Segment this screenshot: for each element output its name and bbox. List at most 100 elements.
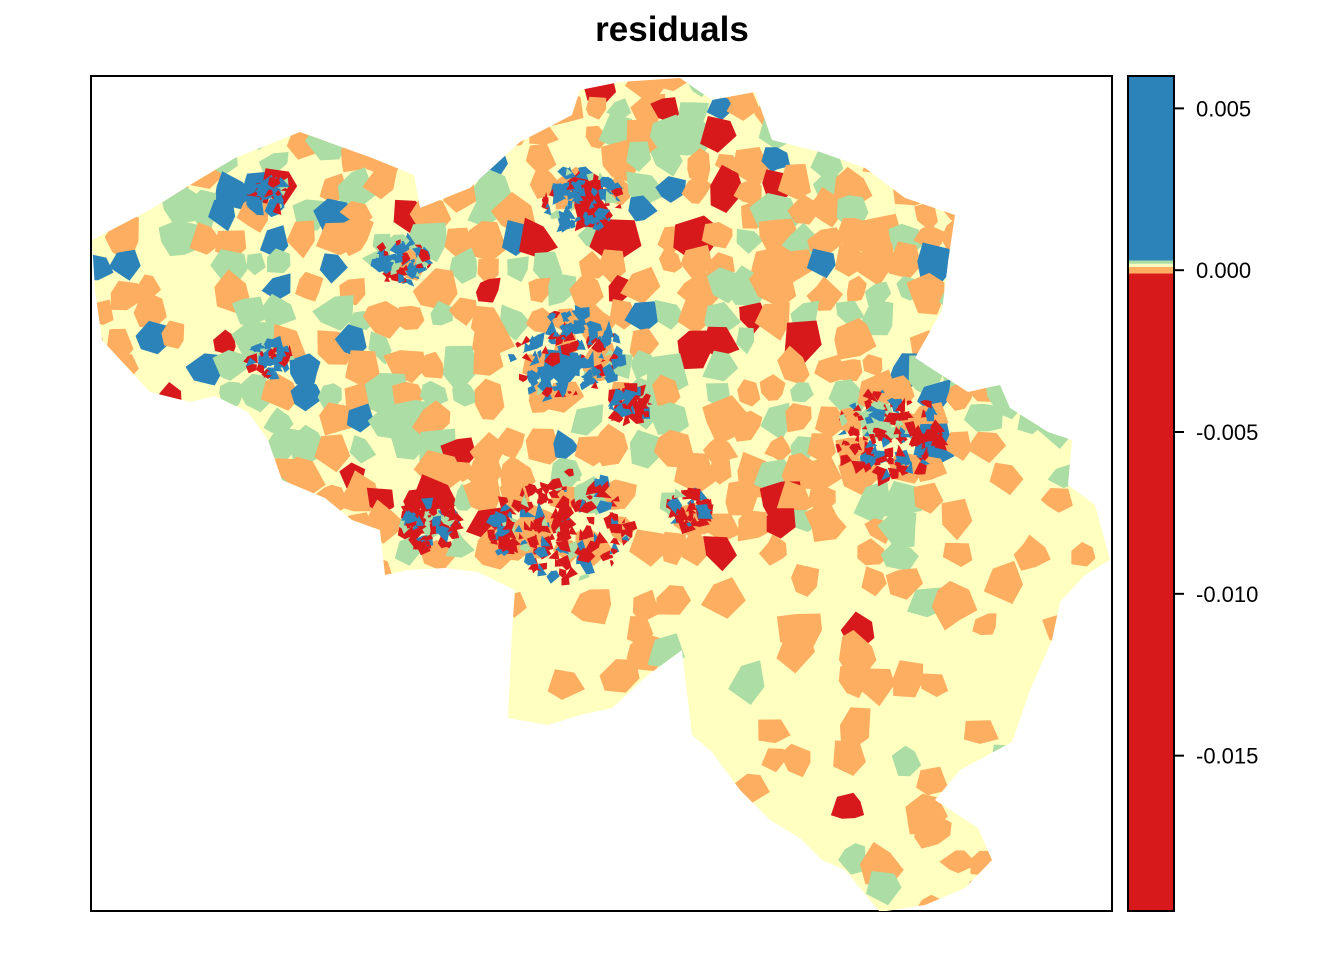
hotspot-fragment (852, 412, 860, 418)
region-positive (232, 296, 268, 327)
hotspot-fragment (570, 354, 576, 363)
hotspot-fragment (887, 457, 894, 465)
hotspot-fragment (424, 521, 431, 527)
hotspot-fragment (837, 429, 847, 436)
hotspot-fragment (556, 213, 571, 233)
region-negative (295, 271, 324, 302)
hotspot-fragment (860, 454, 876, 470)
hotspot-fragment (883, 412, 902, 423)
hotspot-fragment (565, 340, 582, 353)
region-positive (736, 327, 755, 355)
hotspot-fragment (442, 501, 448, 507)
hotspot-fragment (415, 271, 422, 277)
hotspot-fragment (403, 510, 420, 526)
hotspot-fragment (840, 454, 852, 467)
hotspot-fragment (583, 377, 590, 384)
hotspot-fragment (519, 543, 532, 552)
hotspot-fragment (533, 368, 542, 380)
region-strong_negative (766, 508, 799, 539)
hotspot-fragment (688, 517, 700, 527)
region-positive (864, 281, 892, 308)
region-negative (707, 458, 732, 485)
hotspot-fragment (566, 200, 573, 211)
hotspot-fragment (548, 549, 560, 560)
region-positive (810, 149, 844, 183)
region-negative (1071, 542, 1096, 567)
region-strong_positive (706, 93, 734, 120)
hotspot-fragment (608, 554, 614, 559)
hotspot-fragment (550, 507, 560, 519)
hotspot-fragment (524, 342, 533, 351)
hotspot-fragment (417, 540, 422, 544)
region-negative (758, 534, 787, 566)
hotspot-fragment (379, 262, 392, 275)
region-negative (737, 510, 773, 542)
region-negative (319, 402, 356, 436)
hotspot-fragment (852, 404, 862, 411)
region-negative (528, 277, 552, 303)
hotspot-fragment (685, 500, 693, 512)
hotspot-fragment (588, 201, 595, 210)
legend-ticks: 0.005 0.000 -0.005 -0.010 -0.015 (1174, 96, 1258, 769)
region-strong_positive (92, 254, 114, 281)
hotspot-fragment (586, 336, 598, 350)
region-positive (790, 382, 814, 403)
hotspot-fragment (868, 395, 873, 404)
region-strong_positive (624, 301, 661, 333)
hotspot-fragment (614, 203, 622, 209)
region-negative (733, 178, 762, 207)
region-negative (362, 167, 398, 200)
hotspot-fragment (578, 166, 593, 179)
hotspot-fragment (643, 410, 650, 418)
region-positive (210, 249, 248, 283)
hotspot-fragment (412, 247, 423, 255)
hotspot-fragment (875, 403, 886, 411)
region-strong_negative (700, 116, 737, 153)
region-negative (1013, 534, 1051, 571)
hotspot-fragment (611, 187, 624, 197)
region-strong_negative (589, 219, 642, 265)
hotspot-fragment (584, 540, 600, 553)
region-negative (465, 221, 507, 262)
region-negative (806, 455, 842, 492)
hotspot-fragment (560, 361, 574, 374)
region-negative (674, 452, 716, 494)
hotspot-fragment (571, 308, 586, 322)
hotspot-fragment (611, 495, 620, 502)
region-negative (421, 351, 444, 379)
hotspot-fragment (263, 338, 276, 348)
region-negative (906, 272, 945, 315)
region-negative (732, 147, 770, 188)
region-negative (833, 740, 866, 776)
hotspot-fragment (397, 250, 404, 258)
region-positive (866, 871, 902, 906)
hotspot-fragment (880, 389, 885, 394)
hotspot-fragment (586, 516, 595, 525)
region-negative (913, 482, 944, 514)
hotspot-fragment (541, 387, 553, 398)
region-negative (920, 673, 949, 697)
hotspot-fragment (554, 558, 563, 567)
region-negative (278, 456, 326, 501)
hotspot-fragment (903, 458, 913, 467)
hotspot-fragment (427, 544, 432, 549)
region-positive (877, 508, 917, 548)
region-negative (463, 478, 501, 517)
region-negative (492, 427, 525, 459)
hotspot-fragment (696, 518, 710, 528)
region-negative (314, 434, 351, 473)
region-positive (449, 247, 478, 284)
hotspot-fragment (591, 198, 598, 204)
region-negative (758, 719, 791, 744)
hotspot-fragment (542, 371, 554, 382)
region-negative (705, 513, 741, 542)
colorbar-frame (1127, 75, 1175, 912)
hotspot-fragment (564, 183, 575, 191)
region-positive (430, 300, 453, 326)
hotspot-fragment (854, 428, 860, 437)
hotspot-fragment (275, 189, 281, 196)
region-negative (525, 307, 555, 334)
region-negative (659, 246, 683, 273)
hotspot-fragment (575, 200, 582, 204)
hotspot-fragment (549, 183, 568, 196)
